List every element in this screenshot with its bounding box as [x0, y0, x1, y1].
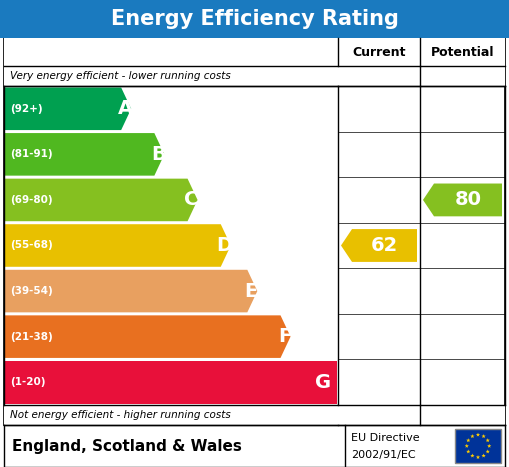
Polygon shape [5, 361, 337, 403]
Text: E: E [245, 282, 258, 301]
Bar [4, 66, 338, 86]
Text: C: C [184, 191, 199, 209]
Text: (69-80): (69-80) [10, 195, 52, 205]
Bar [4, 38, 505, 425]
Text: Energy Efficiency Rating: Energy Efficiency Rating [110, 9, 399, 29]
Bar [338, 405, 505, 425]
Polygon shape [423, 184, 502, 216]
Polygon shape [466, 449, 470, 453]
Text: England, Scotland & Wales: England, Scotland & Wales [12, 439, 242, 453]
Text: (92+): (92+) [10, 104, 43, 114]
Text: F: F [278, 327, 291, 346]
Text: (55-68): (55-68) [10, 241, 53, 250]
Text: (21-38): (21-38) [10, 332, 53, 342]
Polygon shape [5, 133, 164, 176]
Text: A: A [118, 99, 133, 118]
Text: G: G [315, 373, 331, 392]
Polygon shape [465, 444, 469, 448]
Polygon shape [476, 455, 480, 459]
Polygon shape [486, 449, 490, 453]
Bar [4, 38, 505, 66]
Polygon shape [470, 453, 474, 458]
Polygon shape [5, 270, 258, 312]
Bar [338, 66, 505, 86]
Polygon shape [482, 453, 486, 458]
Text: B: B [151, 145, 166, 164]
Bar [4, 425, 505, 467]
Text: D: D [217, 236, 233, 255]
Polygon shape [487, 444, 491, 448]
Polygon shape [5, 87, 131, 130]
Bar [455, 429, 501, 463]
Polygon shape [5, 224, 231, 267]
Text: EU Directive: EU Directive [351, 432, 419, 443]
Text: Very energy efficient - lower running costs: Very energy efficient - lower running co… [10, 71, 231, 81]
Polygon shape [5, 315, 291, 358]
Bar [4, 405, 338, 425]
Text: (81-91): (81-91) [10, 149, 52, 159]
Polygon shape [341, 229, 417, 262]
Polygon shape [482, 434, 486, 438]
Polygon shape [5, 179, 197, 221]
Text: (39-54): (39-54) [10, 286, 53, 296]
Text: Not energy efficient - higher running costs: Not energy efficient - higher running co… [10, 410, 231, 420]
Polygon shape [476, 432, 480, 437]
Polygon shape [466, 438, 470, 442]
Text: 80: 80 [455, 191, 482, 209]
Text: 62: 62 [371, 236, 398, 255]
Polygon shape [470, 434, 474, 438]
Text: Potential: Potential [431, 45, 494, 58]
Text: (1-20): (1-20) [10, 377, 45, 387]
Bar [0, 0, 509, 38]
Text: 2002/91/EC: 2002/91/EC [351, 450, 416, 460]
Polygon shape [486, 438, 490, 442]
Text: Current: Current [352, 45, 406, 58]
